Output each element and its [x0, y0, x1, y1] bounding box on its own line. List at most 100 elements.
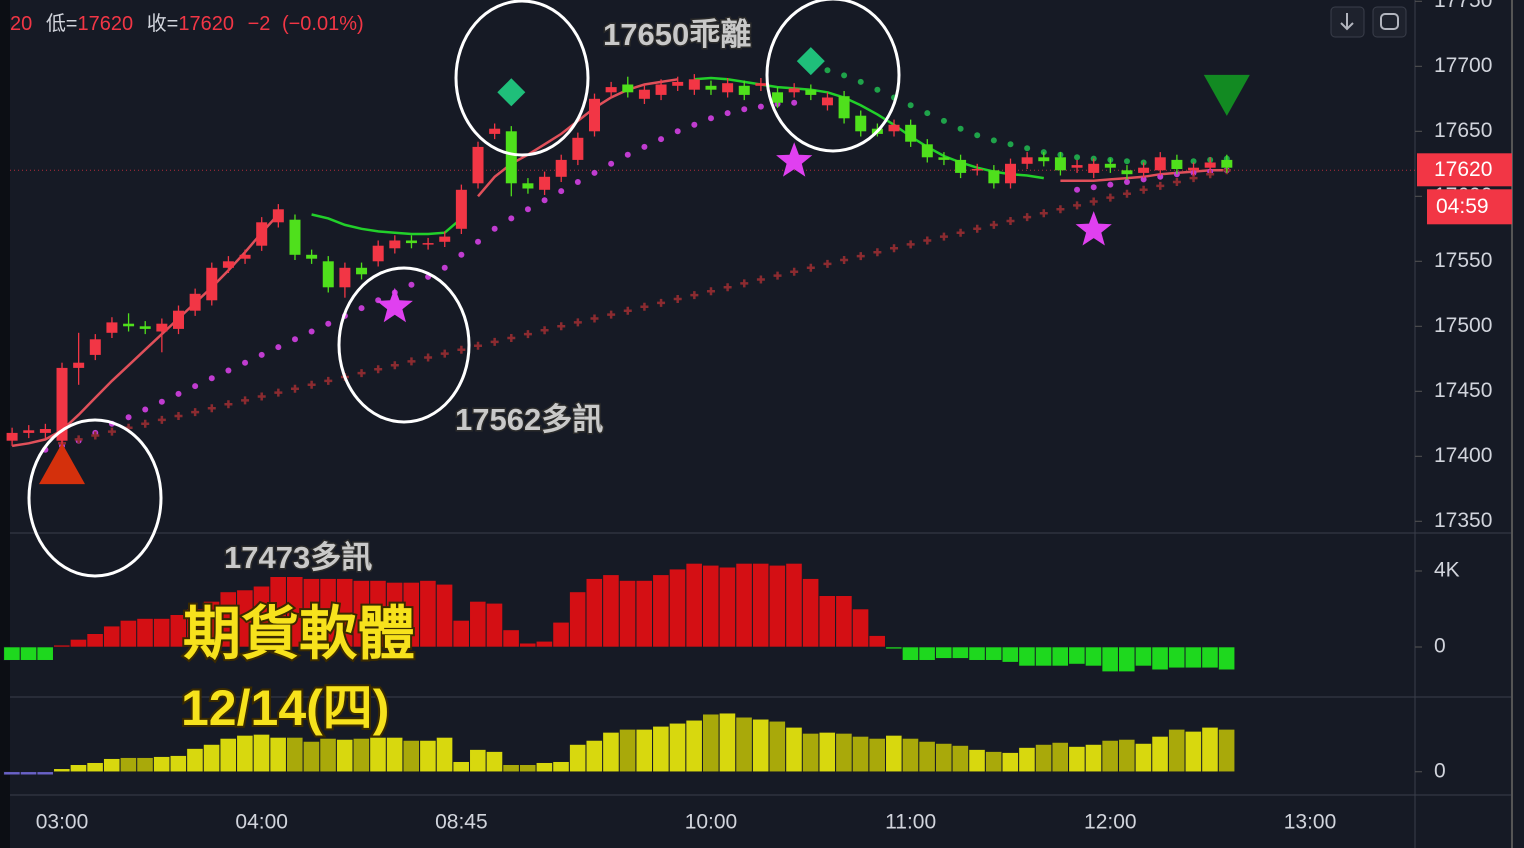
cross-mark [91, 431, 100, 440]
volume-bar [535, 762, 553, 773]
volume-bar [286, 737, 304, 773]
volume-bar [119, 620, 137, 648]
volume-bar [818, 595, 836, 648]
volume-bar [868, 635, 886, 648]
volume-bar [436, 583, 453, 648]
left-edge [0, 0, 10, 848]
volume-bar [752, 563, 770, 648]
stop-dot [1074, 154, 1081, 161]
cross-mark [523, 330, 532, 339]
stop-dot [242, 359, 249, 366]
stop-dot [1157, 173, 1164, 180]
volume-bar [702, 564, 720, 648]
candle-body [189, 293, 201, 311]
stop-dot [974, 132, 981, 139]
volume-bar [519, 764, 537, 773]
cross-mark [973, 224, 982, 233]
stop-dot [175, 390, 182, 397]
candle-body [139, 326, 151, 329]
candle-body [738, 85, 750, 95]
volume-bar [1151, 646, 1169, 671]
candle-body [106, 322, 118, 333]
volume-bar [669, 722, 686, 773]
volume-bar [103, 625, 121, 648]
volume-bar [352, 738, 370, 773]
x-tick-label: 11:00 [885, 811, 936, 834]
cross-mark [141, 419, 150, 428]
volume-bar [918, 646, 936, 661]
cross-mark [74, 435, 83, 444]
volume-bar [935, 743, 953, 773]
volume-bar [186, 608, 204, 648]
header: 20 低=17620 收=17620 −2 (−0.01%) [10, 12, 364, 35]
volume-bar [136, 618, 154, 648]
volume-bar [469, 749, 487, 773]
volume-bar [486, 751, 503, 773]
stop-dot [857, 78, 864, 85]
stop-dot [508, 215, 515, 222]
volume-bar [785, 727, 803, 773]
fullscreen-button[interactable] [1372, 6, 1407, 38]
volume-bar [153, 756, 171, 773]
candle-body [439, 236, 451, 242]
candle-body [505, 131, 517, 184]
cross-mark [939, 232, 948, 241]
volume-bar [436, 737, 453, 773]
cross-mark [424, 353, 433, 362]
volume-bar [303, 578, 320, 648]
signal-star [376, 287, 413, 323]
volume-bar [951, 745, 969, 773]
cross-mark [773, 271, 782, 280]
cross-mark [324, 376, 333, 385]
volume-bar [602, 732, 620, 773]
signal-star [1075, 211, 1112, 246]
volume-bar [552, 621, 570, 648]
candle-body [755, 83, 767, 86]
toolbar [1330, 6, 1407, 38]
header-close-label: 收= [147, 12, 179, 35]
volume-bar [1201, 727, 1219, 773]
volume-bar [20, 646, 37, 661]
volume-bar [469, 601, 487, 648]
candle-body [772, 92, 784, 103]
header-low: 17620 [78, 13, 134, 35]
volume-bar [20, 771, 37, 776]
cross-mark [457, 345, 466, 354]
volume-bar [1085, 744, 1102, 773]
volume-bar [852, 608, 869, 648]
volume-bar [585, 740, 603, 773]
cross-mark [374, 365, 383, 374]
stop-dot [574, 179, 581, 185]
candle-body [455, 189, 467, 229]
volume-bar [286, 576, 304, 648]
stop-dot [624, 151, 631, 158]
candle-body [1071, 165, 1083, 168]
stop-dot [824, 67, 831, 74]
volume-bar [902, 646, 919, 661]
cross-mark [474, 341, 483, 350]
volume-bar [452, 620, 470, 648]
cross-mark [207, 404, 216, 413]
volume-bar [652, 725, 670, 773]
candle-body [988, 170, 1000, 184]
stop-dot [475, 238, 482, 245]
volume-bar [1035, 646, 1052, 667]
cross-mark [756, 275, 765, 284]
volume-bar [236, 589, 254, 648]
cross-mark [840, 256, 849, 264]
header-change: −2 [248, 13, 271, 35]
cross-mark [157, 415, 166, 424]
candle-body [23, 430, 35, 433]
cross-mark [1089, 197, 1098, 206]
volume-bar [1035, 744, 1052, 773]
volume-bar [502, 629, 520, 648]
volume-bar [153, 618, 171, 648]
volume-bar [685, 719, 703, 773]
volume-bar [652, 574, 670, 648]
volume-bar [70, 639, 87, 648]
price-tag [1417, 153, 1512, 187]
candle-body [522, 183, 534, 189]
volume-bar [768, 564, 786, 648]
stop-dot [142, 406, 149, 413]
volume-bar [719, 712, 736, 773]
